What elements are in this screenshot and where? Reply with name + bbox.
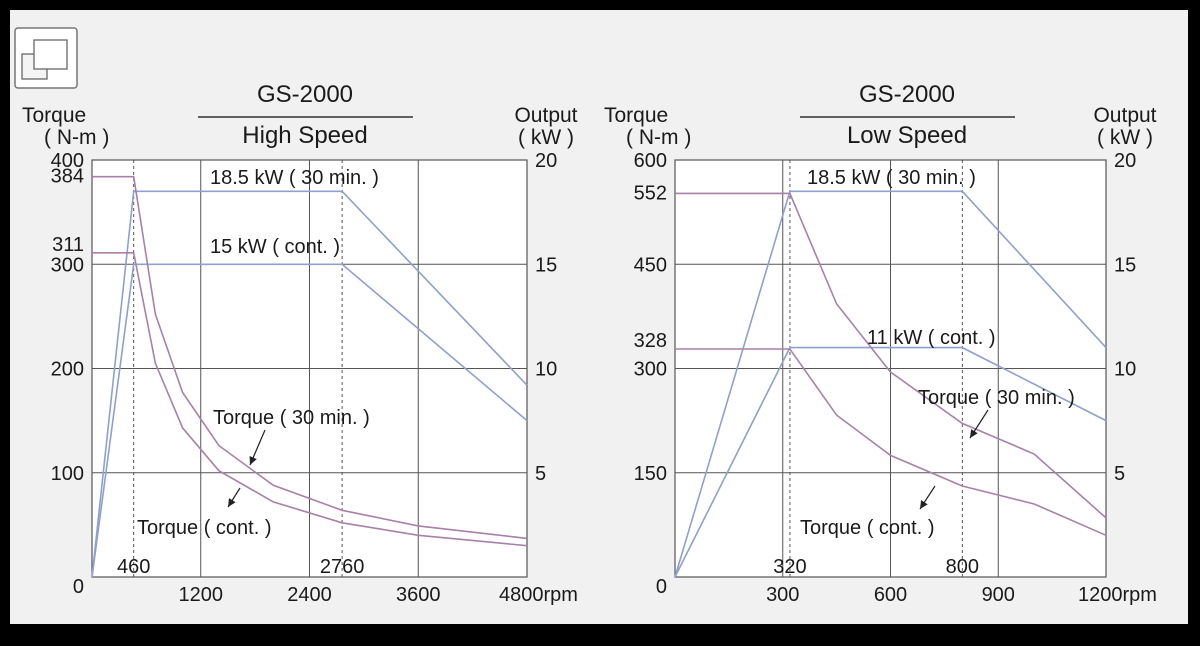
y-left-marker-label: 328: [634, 330, 667, 352]
annotation-label: Torque ( cont. ): [137, 517, 272, 539]
series-line-2: [675, 192, 1107, 519]
y-right-tick-label: 15: [1114, 254, 1136, 276]
y-left-tick-label: 600: [634, 150, 667, 172]
y-right-tick-label: 10: [1114, 359, 1136, 381]
x-tick-label: 4800rpm: [499, 584, 578, 606]
arrowhead-icon: [970, 429, 978, 438]
arrowhead-icon: [249, 456, 257, 465]
y-right-tick-label: 20: [535, 150, 557, 172]
origin-label: 0: [656, 576, 667, 598]
restore-window-icon[interactable]: [14, 27, 78, 89]
x-marker-label: 2760: [320, 556, 365, 578]
annotation-label: Torque ( 30 min. ): [213, 407, 370, 429]
y-left-axis-label: Torque: [22, 104, 86, 127]
x-tick-label: 300: [766, 584, 799, 606]
chart-subtitle: Low Speed: [847, 122, 967, 149]
y-right-axis-label: Output: [1093, 104, 1156, 127]
series-line-2: [92, 175, 528, 540]
series-line-1: [674, 346, 1107, 578]
x-tick-label: 1200rpm: [1078, 584, 1157, 606]
annotation-label: 11 kW ( cont. ): [867, 327, 996, 349]
origin-label: 0: [73, 576, 84, 598]
x-marker-label: 460: [117, 556, 150, 578]
y-right-axis-label: ( kW ): [518, 126, 574, 149]
y-left-marker-label: 552: [634, 182, 667, 204]
y-left-axis-label: ( N-m ): [44, 126, 109, 149]
chart-title: GS-2000: [257, 81, 353, 108]
y-right-axis-label: Output: [514, 104, 577, 127]
x-tick-label: 3600: [396, 584, 441, 606]
y-left-axis-label: ( N-m ): [626, 126, 691, 149]
y-left-tick-label: 100: [51, 463, 84, 485]
series-line-3: [92, 252, 528, 547]
series-line-0: [674, 190, 1107, 578]
annotation-label: 15 kW ( cont. ): [210, 236, 340, 258]
y-left-tick-label: 300: [51, 254, 84, 276]
arrowhead-icon: [228, 498, 236, 507]
series-line-0: [91, 190, 528, 578]
x-tick-label: 1200: [179, 584, 224, 606]
annotation-label: Torque ( 30 min. ): [918, 387, 1075, 409]
y-left-marker-label: 311: [52, 234, 84, 256]
y-right-tick-label: 5: [1114, 463, 1125, 485]
x-tick-label: 600: [874, 584, 907, 606]
series-line-1: [91, 263, 528, 578]
chart-frame: 1200 2400 3600 4800rpm 460 2760 100 200 300 400 31…: [10, 10, 1188, 624]
annotation-label: 18.5 kW ( 30 min. ): [807, 167, 976, 189]
x-tick-label: 900: [982, 584, 1015, 606]
y-right-tick-label: 20: [1114, 150, 1136, 172]
y-right-tick-label: 10: [535, 359, 557, 381]
annotation-label: 18.5 kW ( 30 min. ): [210, 167, 379, 189]
y-left-tick-label: 400: [51, 150, 84, 172]
y-left-marker-label: 384: [51, 166, 84, 188]
annotation-label: Torque ( cont. ): [800, 517, 935, 539]
chart-subtitle: High Speed: [242, 122, 367, 149]
x-marker-label: 800: [946, 556, 979, 578]
y-left-tick-label: 300: [634, 359, 667, 381]
x-marker-label: 320: [773, 556, 806, 578]
y-left-tick-label: 450: [634, 254, 667, 276]
y-right-tick-label: 15: [535, 254, 557, 276]
y-right-axis-label: ( kW ): [1097, 126, 1153, 149]
y-right-tick-label: 5: [535, 463, 546, 485]
x-tick-label: 2400: [287, 584, 332, 606]
arrowhead-icon: [920, 500, 928, 509]
series-line-3: [675, 348, 1107, 537]
y-left-tick-label: 150: [634, 463, 667, 485]
chart-title: GS-2000: [859, 81, 955, 108]
y-left-tick-label: 200: [51, 359, 84, 381]
y-left-axis-label: Torque: [604, 104, 668, 127]
